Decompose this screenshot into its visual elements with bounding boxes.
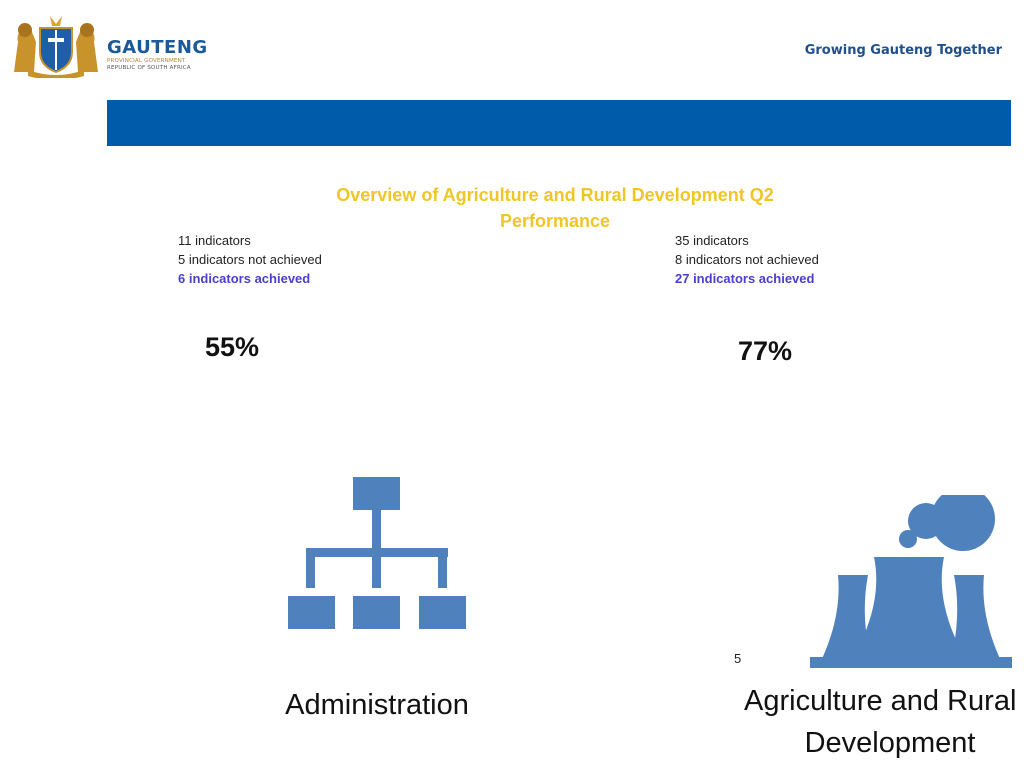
header-banner [107, 100, 1011, 146]
agriculture-label-line2: Development [804, 727, 976, 759]
factory-icon [810, 495, 1012, 668]
brand-name: GAUTENG [107, 37, 208, 58]
not-achieved-count: 5 indicators not achieved [178, 252, 322, 267]
indicator-count: 35 indicators [675, 233, 749, 248]
agriculture-label-line1: Agriculture and Rural [744, 685, 1017, 717]
gauteng-coat-of-arms-logo [14, 16, 98, 78]
page-number: 5 [734, 651, 742, 666]
indicator-count: 11 indicators [178, 233, 251, 248]
programme-stats-administration: 11 indicators 5 indicators not achieved … [178, 231, 322, 288]
agriculture-percentage: 77% [738, 336, 793, 366]
slide-title: Overview of Agriculture and Rural Develo… [336, 185, 774, 231]
brand-subtitle-line2: REPUBLIC OF SOUTH AFRICA [107, 65, 191, 71]
agriculture-label: Agriculture and Rural Development [738, 680, 1024, 764]
not-achieved-count: 8 indicators not achieved [675, 252, 819, 267]
administration-label: Administration [285, 689, 469, 721]
slogan: Growing Gauteng Together [804, 43, 1002, 58]
achieved-count: 6 indicators achieved [178, 271, 311, 286]
administration-percentage: 55% [205, 332, 260, 362]
programme-stats-agriculture: 35 indicators 8 indicators not achieved … [675, 231, 819, 288]
brand-subtitle-line1: PROVINCIAL GOVERNMENT [107, 58, 186, 64]
org-chart-icon [288, 477, 466, 629]
achieved-count: 27 indicators achieved [675, 271, 815, 286]
